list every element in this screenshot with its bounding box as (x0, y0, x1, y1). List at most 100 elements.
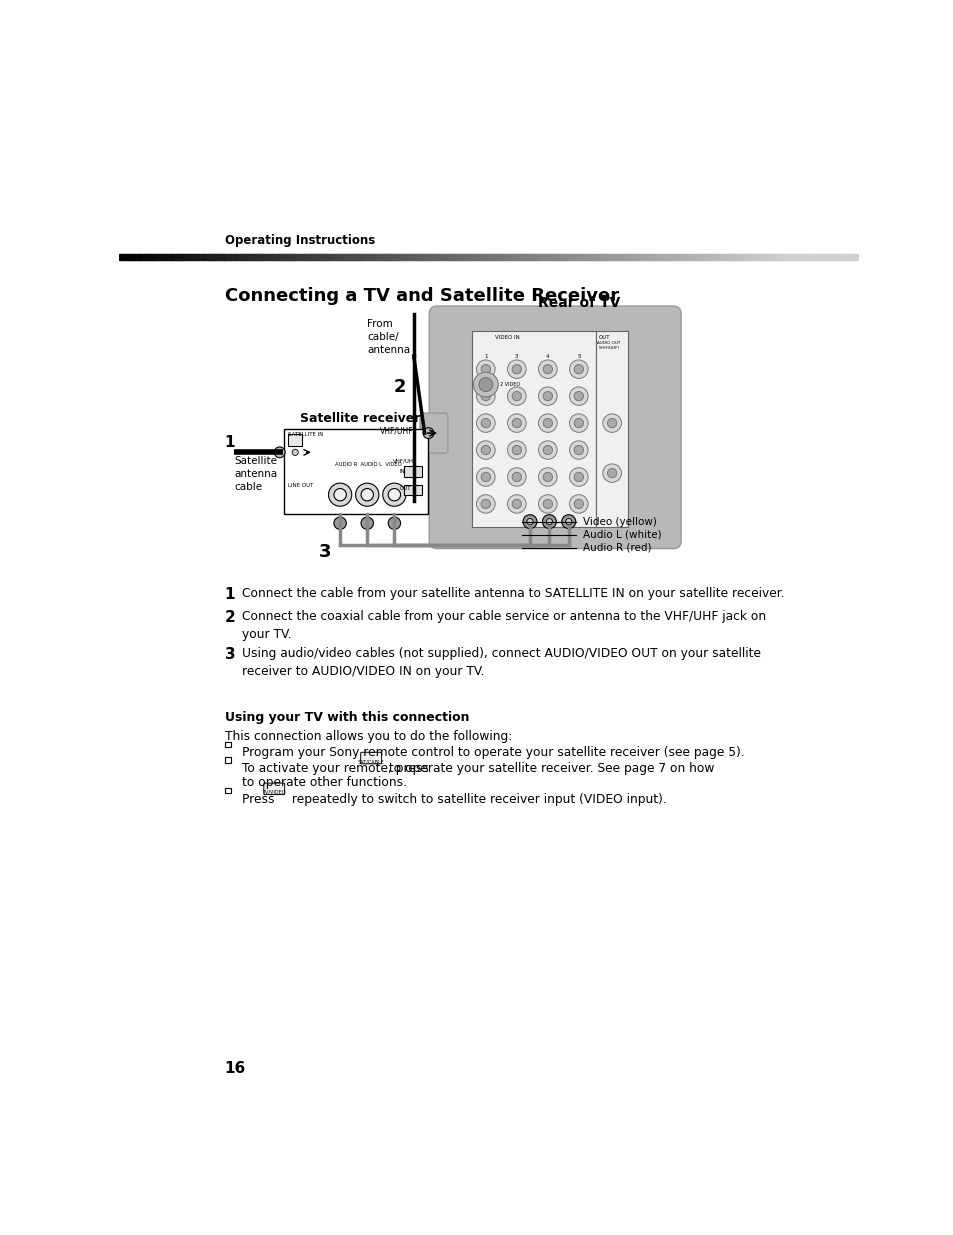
Bar (203, 254, 206, 259)
Circle shape (360, 517, 373, 530)
Bar (663, 254, 666, 259)
Text: Operating Instructions: Operating Instructions (224, 233, 375, 247)
Bar (595, 254, 598, 259)
Circle shape (274, 447, 285, 458)
Circle shape (537, 414, 557, 432)
Bar (270, 254, 273, 259)
Bar (724, 254, 728, 259)
Bar (565, 254, 568, 259)
Bar (191, 254, 193, 259)
Bar (599, 254, 602, 259)
Bar (353, 254, 356, 259)
Bar (173, 254, 176, 259)
Bar (245, 254, 248, 259)
Circle shape (476, 359, 495, 378)
Text: to operate your satellite receiver. See page 7 on how: to operate your satellite receiver. See … (385, 762, 714, 774)
Text: LINE OUT: LINE OUT (288, 483, 314, 488)
Bar (410, 254, 413, 259)
Bar (220, 254, 223, 259)
Bar (331, 254, 335, 259)
Bar (144, 254, 147, 259)
Circle shape (355, 483, 378, 506)
Bar (828, 254, 831, 259)
Bar (133, 254, 137, 259)
Bar (823, 254, 826, 259)
Bar (801, 254, 804, 259)
Bar (318, 254, 322, 259)
Bar (643, 254, 647, 259)
Bar (341, 254, 344, 259)
Bar (799, 254, 801, 259)
Bar (186, 254, 189, 259)
Bar (351, 254, 354, 259)
Bar (789, 254, 792, 259)
Text: OUT: OUT (399, 487, 411, 492)
Text: 2: 2 (224, 610, 235, 625)
Bar (124, 254, 128, 259)
Bar (208, 254, 211, 259)
Circle shape (537, 441, 557, 459)
Circle shape (526, 519, 533, 525)
Bar (614, 254, 618, 259)
Bar (811, 254, 814, 259)
Bar (523, 254, 526, 259)
Circle shape (569, 468, 587, 487)
Bar (326, 254, 329, 259)
Bar (553, 254, 556, 259)
Bar (498, 254, 501, 259)
Bar (276, 254, 280, 259)
FancyBboxPatch shape (419, 412, 447, 453)
Bar (164, 254, 167, 259)
Bar (311, 254, 314, 259)
Bar (764, 254, 767, 259)
Bar (530, 254, 534, 259)
Bar (536, 254, 538, 259)
Bar (252, 254, 255, 259)
Bar (761, 254, 765, 259)
Bar (432, 254, 435, 259)
Bar (488, 254, 492, 259)
FancyBboxPatch shape (360, 752, 381, 763)
Bar (511, 254, 514, 259)
Circle shape (476, 387, 495, 405)
Bar (707, 254, 711, 259)
Circle shape (512, 419, 521, 427)
Bar (233, 254, 235, 259)
Bar (528, 254, 531, 259)
Bar (626, 254, 630, 259)
Bar (678, 254, 681, 259)
Bar (688, 254, 691, 259)
Bar (217, 254, 221, 259)
Circle shape (480, 364, 490, 374)
Bar (609, 254, 612, 259)
Text: repeatedly to switch to satellite receiver input (VIDEO input).: repeatedly to switch to satellite receiv… (288, 793, 666, 805)
Bar (422, 254, 425, 259)
Bar (796, 254, 800, 259)
Bar (292, 254, 294, 259)
Bar (710, 254, 713, 259)
Text: IN: IN (399, 469, 405, 474)
Bar (542, 254, 546, 259)
Text: To activate your remote, press: To activate your remote, press (241, 762, 432, 774)
Bar (267, 254, 270, 259)
Bar (474, 254, 476, 259)
Bar (478, 254, 482, 259)
Bar (693, 254, 696, 259)
Bar (752, 254, 755, 259)
Bar (377, 254, 381, 259)
Bar (589, 254, 593, 259)
Text: 1: 1 (224, 435, 234, 450)
Bar (696, 254, 699, 259)
Circle shape (512, 391, 521, 401)
Circle shape (507, 359, 525, 378)
Bar (139, 254, 142, 259)
Bar (558, 254, 560, 259)
Bar (718, 254, 720, 259)
Bar (397, 254, 400, 259)
Circle shape (574, 499, 583, 509)
FancyBboxPatch shape (264, 783, 284, 794)
Bar (562, 254, 565, 259)
Text: 5: 5 (577, 353, 580, 359)
Bar (794, 254, 797, 259)
Bar (715, 254, 719, 259)
